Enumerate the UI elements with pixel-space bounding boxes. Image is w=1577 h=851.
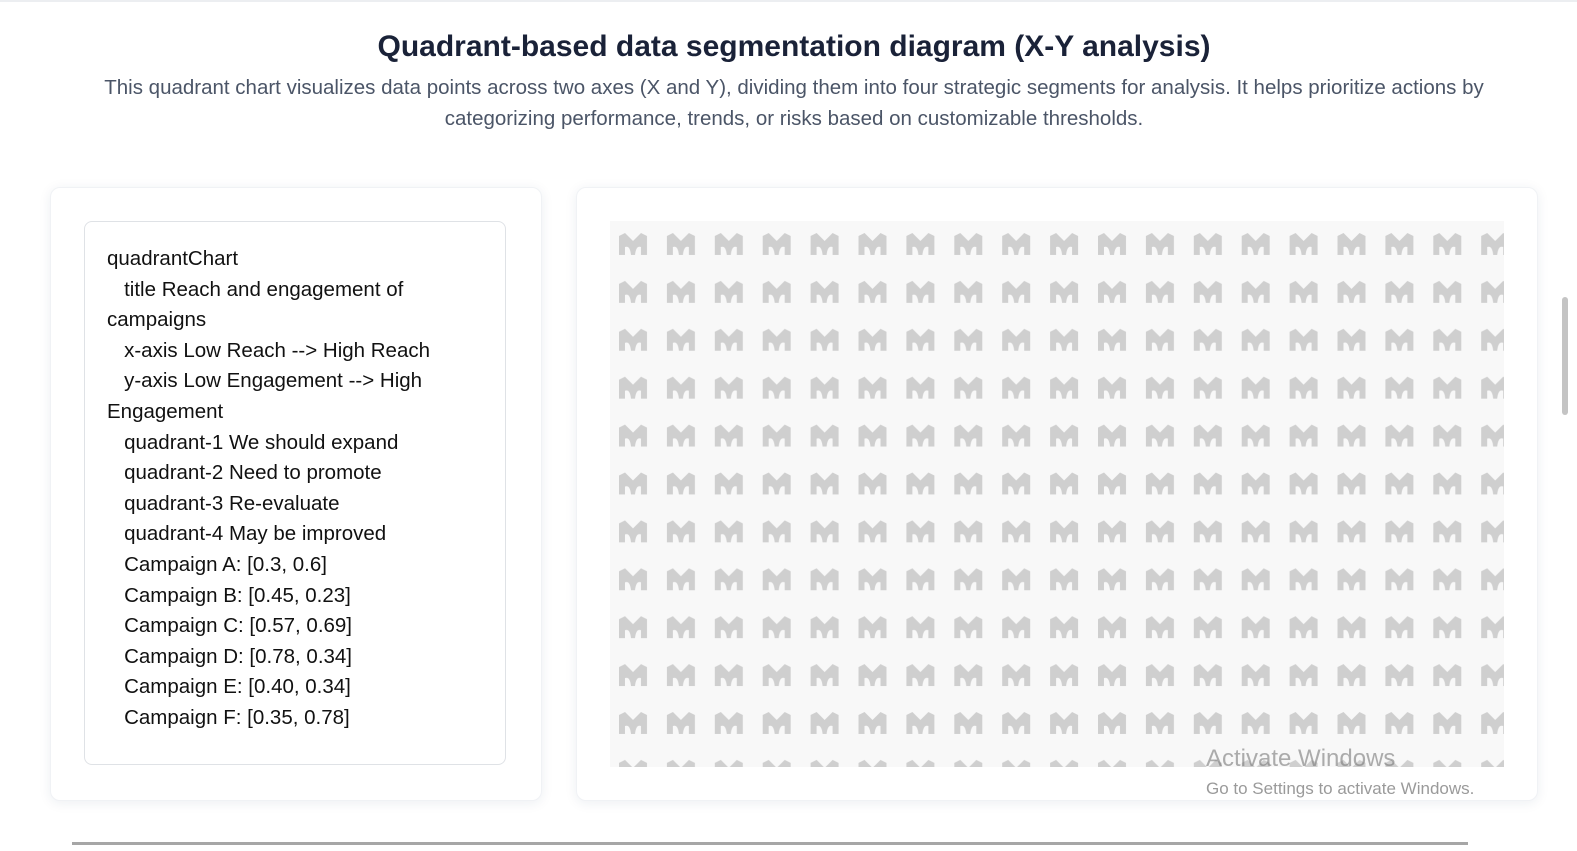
code-editor[interactable]: quadrantChart title Reach and engagement… (84, 221, 506, 765)
activate-windows-title: Activate Windows (1206, 745, 1396, 772)
scrollbar-thumb[interactable] (1562, 297, 1568, 415)
diagram-preview-card: Activate Windows Go to Settings to activ… (576, 187, 1538, 801)
top-divider (0, 0, 1577, 2)
activate-windows-subtitle: Go to Settings to activate Windows. (1206, 779, 1475, 798)
code-editor-card: quadrantChart title Reach and engagement… (50, 187, 542, 801)
page-title: Quadrant-based data segmentation diagram… (377, 30, 1211, 63)
page-description: This quadrant chart visualizes data poin… (104, 76, 1484, 130)
bottom-divider (72, 842, 1468, 845)
logo-pattern-icon (610, 221, 1504, 767)
diagram-preview-loading (610, 221, 1504, 767)
